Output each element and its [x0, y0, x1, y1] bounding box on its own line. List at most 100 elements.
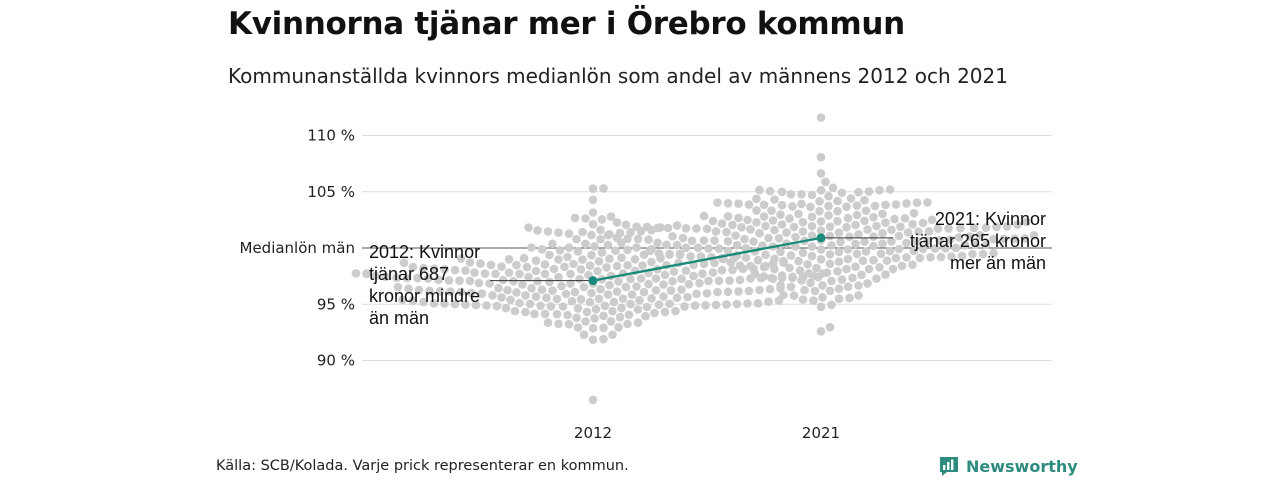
- swarm-dot: [644, 235, 653, 244]
- swarm-dot: [561, 289, 571, 299]
- swarm-dot: [677, 274, 686, 284]
- swarm-dot: [536, 301, 545, 311]
- swarm-dot: [824, 211, 833, 220]
- swarm-dot: [626, 274, 635, 284]
- swarm-dot: [599, 323, 608, 333]
- swarm-dot: [785, 263, 794, 273]
- swarm-dot: [764, 297, 773, 307]
- swarm-dot: [644, 279, 653, 289]
- swarm-dot: [486, 260, 496, 270]
- swarm-dot: [803, 260, 812, 269]
- swarm-dot: [785, 214, 794, 223]
- swarm-dot: [533, 226, 542, 235]
- swarm-dot: [869, 232, 878, 241]
- swarm-dot: [714, 276, 724, 286]
- swarm-dot: [935, 235, 944, 245]
- swarm-dot: [531, 266, 541, 276]
- swarm-dot: [654, 249, 664, 258]
- swarm-dot: [816, 254, 826, 264]
- swarm-dot: [902, 199, 911, 208]
- swarm-dot: [723, 287, 733, 297]
- swarm-dot: [692, 224, 701, 233]
- swarm-dot: [869, 241, 878, 251]
- swarm-dot: [615, 312, 625, 322]
- swarm-dot: [971, 240, 980, 250]
- swarm-dot: [545, 277, 554, 287]
- swarm-dot: [852, 210, 862, 220]
- swarm-dot: [434, 275, 443, 285]
- swarm-dot: [710, 236, 719, 245]
- swarm-dot: [626, 299, 635, 309]
- swarm-dot: [588, 395, 598, 405]
- swarm-dot: [641, 311, 650, 321]
- swarm-dot: [1010, 234, 1019, 244]
- swarm-dot: [810, 286, 820, 296]
- swarm-dot: [572, 234, 581, 244]
- swarm-dot: [827, 276, 836, 286]
- swarm-dot: [744, 200, 754, 209]
- swarm-dot: [722, 227, 731, 237]
- chart-subtitle: Kommunanställda kvinnors medianlön som a…: [228, 64, 1008, 88]
- swarm-dot: [791, 232, 800, 242]
- swarm-dot: [638, 261, 647, 270]
- swarm-dot: [842, 223, 851, 232]
- swarm-dot: [578, 227, 587, 237]
- swarm-dot: [714, 244, 724, 253]
- swarm-dot: [827, 300, 836, 310]
- swarm-dot: [854, 230, 863, 239]
- swarm-dot: [723, 199, 733, 208]
- swarm-dot: [504, 268, 514, 278]
- swarm-dot: [704, 244, 713, 253]
- swarm-dot: [1020, 234, 1030, 243]
- swarm-dot: [965, 232, 974, 241]
- swarm-dot: [878, 209, 887, 219]
- swarm-dot: [653, 238, 662, 248]
- swarm-dot: [881, 218, 890, 227]
- swarm-dot: [602, 263, 611, 272]
- swarm-dot: [825, 222, 835, 231]
- swarm-dot: [887, 225, 896, 235]
- swarm-dot: [701, 301, 710, 310]
- swarm-dots: [351, 113, 1039, 405]
- swarm-dot: [774, 234, 784, 243]
- swarm-dot: [633, 318, 643, 328]
- swarm-dot: [497, 293, 506, 302]
- swarm-dot: [446, 287, 455, 296]
- swarm-dot: [909, 209, 919, 218]
- swarm-dot: [470, 268, 479, 278]
- swarm-dot: [510, 306, 520, 316]
- swarm-dot: [524, 272, 533, 282]
- swarm-dot: [588, 195, 598, 205]
- swarm-dot: [708, 268, 718, 277]
- swarm-dot: [530, 309, 539, 319]
- swarm-dot: [548, 239, 557, 249]
- swarm-dot: [944, 224, 953, 233]
- swarm-dot: [618, 294, 628, 304]
- swarm-dot: [885, 185, 895, 194]
- swarm-dot: [461, 266, 470, 275]
- swarm-dot: [702, 289, 712, 298]
- swarm-dot: [887, 237, 896, 246]
- swarm-dot: [842, 202, 851, 211]
- swarm-dot: [630, 254, 640, 264]
- swarm-dot: [647, 257, 656, 267]
- swarm-dot: [789, 291, 799, 300]
- swarm-dot: [408, 296, 418, 306]
- swarm-dot: [392, 273, 401, 283]
- swarm-dot: [695, 278, 704, 288]
- swarm-dot: [891, 253, 901, 263]
- swarm-dot: [512, 260, 521, 270]
- swarm-dot: [768, 274, 778, 284]
- swarm-dot: [686, 252, 695, 261]
- swarm-dot: [621, 220, 631, 230]
- swarm-dot: [614, 277, 623, 286]
- swarm-dot: [590, 314, 599, 323]
- swarm-dot: [672, 240, 682, 250]
- swarm-dot: [786, 190, 796, 199]
- swarm-dot: [554, 319, 563, 329]
- swarm-dot: [537, 285, 547, 295]
- swarm-dot: [501, 303, 511, 313]
- swarm-dot: [816, 186, 826, 195]
- swarm-dot: [362, 269, 371, 279]
- swarm-dot: [414, 285, 424, 295]
